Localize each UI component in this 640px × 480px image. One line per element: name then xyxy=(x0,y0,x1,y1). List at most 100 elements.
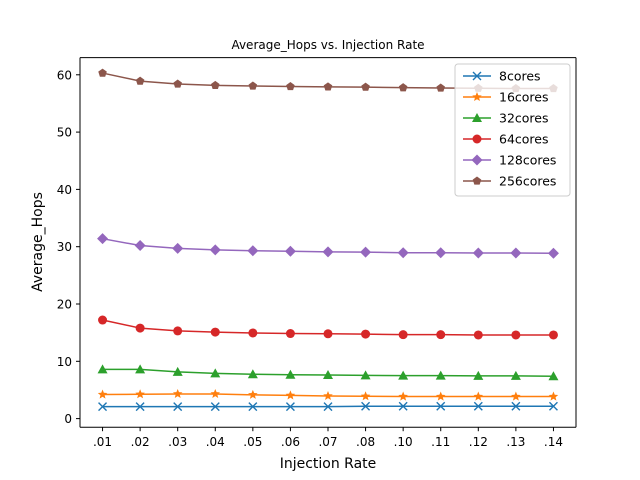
legend-label: 16cores xyxy=(499,90,549,105)
data-point xyxy=(360,391,371,401)
data-point xyxy=(210,80,220,90)
legend-entry: 32cores xyxy=(463,111,549,126)
y-tick-label: 10 xyxy=(57,355,72,369)
data-point xyxy=(322,246,334,258)
data-point xyxy=(134,240,146,252)
data-point xyxy=(435,247,447,259)
x-tick-label: .14 xyxy=(544,435,563,449)
series-16cores xyxy=(97,388,559,401)
legend-entry: 256cores xyxy=(463,174,556,189)
data-point xyxy=(548,330,558,340)
data-point xyxy=(361,329,371,339)
legend-entry: 8cores xyxy=(463,69,541,84)
x-tick-label: .07 xyxy=(318,435,337,449)
legend-label: 256cores xyxy=(499,174,556,189)
y-tick-label: 40 xyxy=(57,183,72,197)
y-axis-ticks: 0 10 20 30 40 50 60 xyxy=(57,68,80,426)
series-64cores xyxy=(98,315,558,340)
data-point xyxy=(172,242,184,254)
data-point xyxy=(547,247,559,259)
data-point xyxy=(511,330,521,340)
data-point xyxy=(510,370,521,380)
x-tick-label: .11 xyxy=(431,435,450,449)
data-point xyxy=(285,329,295,339)
data-point xyxy=(210,327,220,337)
x-tick-label: .03 xyxy=(168,435,187,449)
x-tick-label: .05 xyxy=(243,435,262,449)
data-point xyxy=(548,401,558,411)
data-point xyxy=(473,401,483,411)
data-point xyxy=(398,401,408,411)
data-point xyxy=(173,326,183,336)
data-point xyxy=(548,391,559,401)
y-tick-label: 50 xyxy=(57,126,72,140)
x-tick-label: .02 xyxy=(131,435,150,449)
series-128cores xyxy=(97,233,559,259)
x-tick-label: .13 xyxy=(506,435,525,449)
data-point xyxy=(173,79,182,88)
data-point xyxy=(323,390,333,401)
data-point xyxy=(473,330,483,340)
y-tick-label: 20 xyxy=(57,298,72,312)
legend-label: 8cores xyxy=(499,69,541,84)
data-point xyxy=(209,244,221,256)
data-point xyxy=(435,370,446,380)
data-point xyxy=(398,370,409,380)
data-point xyxy=(285,402,295,412)
data-point xyxy=(248,81,258,90)
data-point xyxy=(210,368,221,378)
y-tick-label: 60 xyxy=(57,68,72,82)
data-point xyxy=(398,330,408,340)
legend-marker xyxy=(472,176,482,185)
x-tick-label: .10 xyxy=(394,435,413,449)
data-point xyxy=(510,247,522,259)
legend-label: 128cores xyxy=(499,153,556,168)
data-point xyxy=(98,402,108,412)
data-point xyxy=(135,364,146,374)
chart-title: Average_Hops vs. Injection Rate xyxy=(231,38,424,52)
legend-label: 32cores xyxy=(499,111,549,126)
x-tick-label: .06 xyxy=(281,435,300,449)
x-tick-label: .04 xyxy=(206,435,225,449)
series-32cores xyxy=(97,364,559,381)
y-axis-label: Average_Hops xyxy=(30,192,46,292)
legend-marker xyxy=(472,71,482,81)
data-point xyxy=(286,82,295,91)
data-point xyxy=(97,364,108,374)
legend-entry: 128cores xyxy=(463,153,556,168)
data-point xyxy=(135,389,145,399)
data-point xyxy=(436,83,446,92)
data-point xyxy=(511,401,521,411)
data-point xyxy=(360,370,371,380)
data-point xyxy=(323,82,333,91)
data-point xyxy=(473,391,484,401)
x-tick-label: .12 xyxy=(469,435,488,449)
data-point xyxy=(472,247,484,259)
data-point xyxy=(436,330,446,340)
legend-label: 64cores xyxy=(499,132,549,147)
data-point xyxy=(248,389,258,399)
data-point xyxy=(284,245,296,257)
data-point xyxy=(173,402,183,412)
data-point xyxy=(97,389,108,399)
data-point xyxy=(98,68,107,77)
legend-marker xyxy=(472,92,482,102)
data-point xyxy=(135,76,145,85)
data-point xyxy=(210,402,220,412)
series-8cores xyxy=(98,401,558,412)
legend-marker xyxy=(472,113,482,122)
legend: 8cores 16cores 32cores 64cores 128cores 256co… xyxy=(454,63,571,197)
data-point xyxy=(285,390,296,400)
y-tick-label: 30 xyxy=(57,240,72,254)
data-point xyxy=(172,388,183,399)
data-point xyxy=(285,369,296,379)
data-point xyxy=(398,83,408,92)
data-point xyxy=(172,366,183,376)
data-point xyxy=(473,370,484,380)
data-point xyxy=(436,401,446,411)
data-point xyxy=(97,233,109,245)
data-point xyxy=(323,329,333,339)
data-point xyxy=(135,323,145,333)
x-axis-ticks: .01 .02 .03 .04 .05 .06 .07 .08 .10 .11 .12 .13 .14 xyxy=(93,427,563,449)
